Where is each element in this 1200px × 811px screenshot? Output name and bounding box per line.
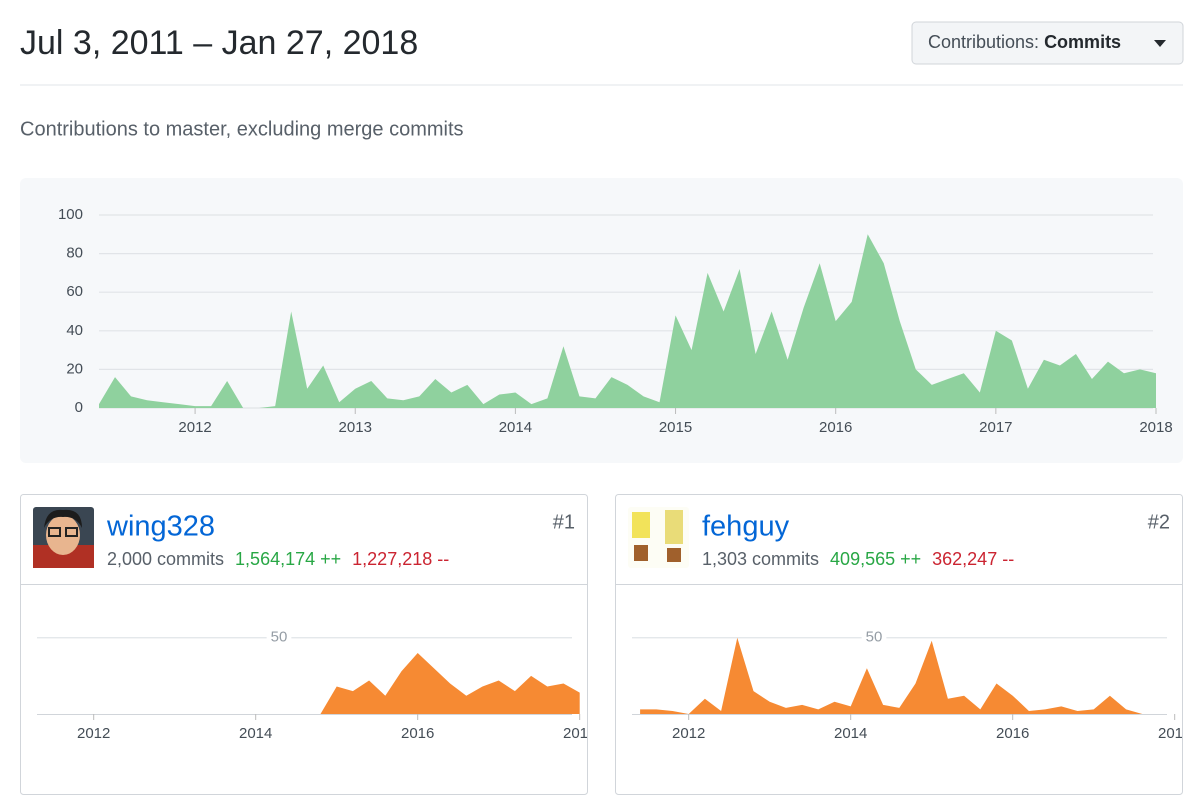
contributor-name[interactable]: fehguy — [702, 511, 790, 543]
y-tick-label: 0 — [75, 399, 83, 416]
contributor-cards: wing328 #1 2,000 commits 1,564,174 ++ 1,227,… — [37, 511, 1191, 742]
area — [99, 234, 1156, 408]
y-tick-label: 100 — [58, 206, 83, 223]
contributor-chart: 50 2012 2014 2016 2018 — [37, 628, 596, 742]
x-tick-label: 2014 — [499, 419, 532, 436]
y-tick-label: 80 — [66, 245, 83, 262]
contributor-name[interactable]: wing328 — [106, 511, 215, 543]
x-tick-label: 2012 — [178, 419, 211, 436]
card-border — [615, 494, 1183, 795]
contributor-card — [20, 494, 588, 795]
deletions: 362,247 -- — [932, 549, 1014, 569]
main-chart: 0 20 40 60 80 100 2012 2013 2014 2015 2016 2017 2018 — [58, 206, 1173, 436]
subtitle: Contributions to master, excluding merge… — [20, 118, 464, 140]
commit-count[interactable]: 2,000 commits — [107, 549, 224, 569]
x-tick-label: 2016 — [819, 419, 852, 436]
caret — [1154, 40, 1166, 47]
x-tick-label: 2016 — [401, 725, 434, 742]
x-tick-label: 2015 — [659, 419, 692, 436]
y-tick-label-bg — [266, 628, 292, 647]
x-tick-label: 2014 — [834, 725, 867, 742]
contributor-rank: #1 — [553, 511, 575, 533]
x-tick-label: 2016 — [996, 725, 1029, 742]
x-tick-label: 2012 — [77, 725, 110, 742]
avatar — [33, 507, 94, 568]
deletions: 1,227,218 -- — [352, 549, 449, 569]
contributions-dropdown[interactable]: Contributions: Commits — [911, 21, 1184, 65]
y-tick-label-bg — [861, 628, 887, 647]
area — [45, 653, 580, 714]
x-tick-label: 2018 — [1158, 725, 1191, 742]
dropdown-value: Commits — [1044, 32, 1121, 52]
dropdown-label: Contributions: — [928, 32, 1039, 52]
dropdown-button[interactable] — [911, 21, 1184, 65]
y-tick-label: 40 — [66, 322, 83, 339]
additions: 1,564,174 ++ — [235, 549, 341, 569]
y-tick-label: 50 — [866, 629, 883, 646]
contributor-card — [615, 494, 1183, 795]
date-range: Jul 3, 2011 – Jan 27, 2018 — [20, 24, 418, 62]
contributor-chart: 50 2012 2014 2016 2018 — [632, 628, 1191, 742]
additions: 409,565 ++ — [830, 549, 921, 569]
avatar — [628, 507, 689, 568]
area — [640, 637, 1175, 714]
x-tick-label: 2017 — [979, 419, 1012, 436]
y-tick-label: 60 — [66, 283, 83, 300]
contributor-info: fehguy #2 1,303 commits 409,565 ++ 362,247 -… — [702, 511, 1170, 569]
x-tick-label: 2018 — [563, 725, 596, 742]
x-tick-label: 2018 — [1139, 419, 1172, 436]
x-tick-label: 2012 — [672, 725, 705, 742]
contributor-rank: #2 — [1148, 511, 1170, 533]
y-tick-label: 20 — [66, 360, 83, 377]
y-tick-label: 50 — [271, 629, 288, 646]
x-tick-label: 2013 — [339, 419, 372, 436]
contributor-info: wing328 #1 2,000 commits 1,564,174 ++ 1,227,… — [106, 511, 575, 569]
card-border — [20, 494, 588, 795]
commit-count[interactable]: 1,303 commits — [702, 549, 819, 569]
x-tick-label: 2014 — [239, 725, 272, 742]
